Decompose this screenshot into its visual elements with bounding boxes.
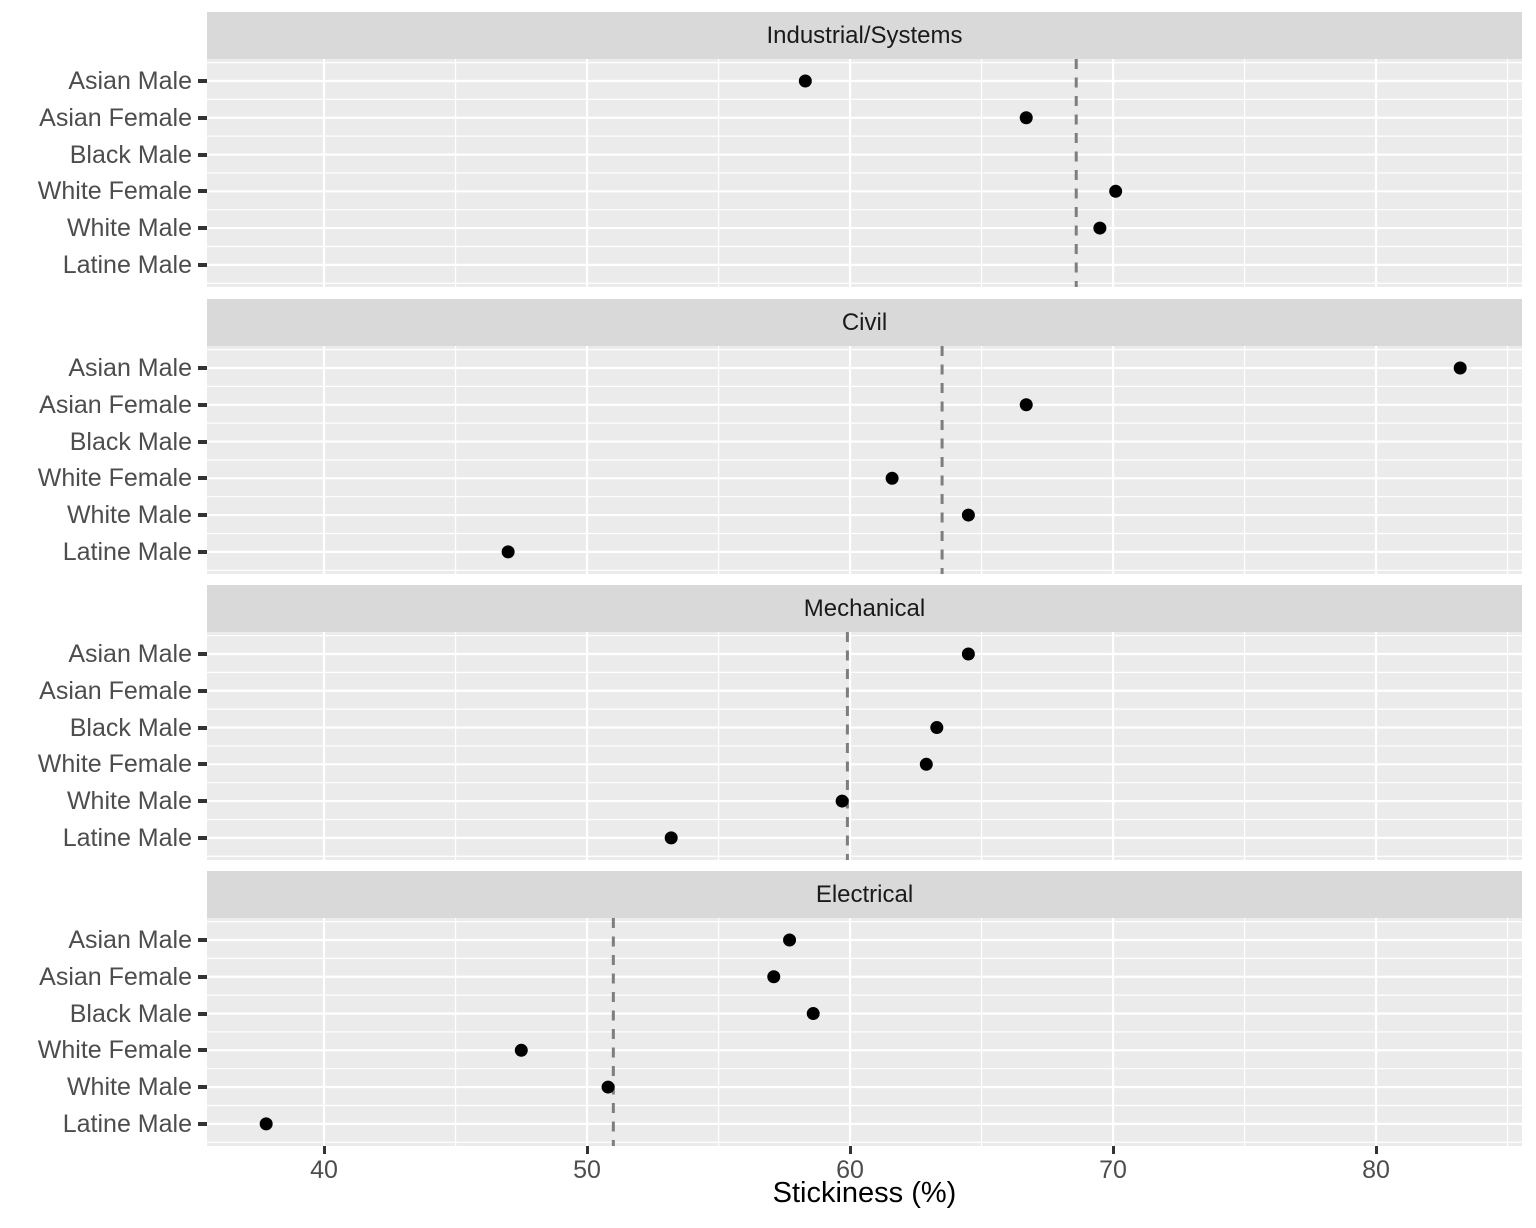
y-axis-label: Black Male bbox=[69, 999, 192, 1028]
data-point bbox=[501, 545, 515, 559]
y-axis-label: Asian Male bbox=[68, 354, 192, 382]
y-axis-label: White Female bbox=[37, 464, 192, 493]
y-axis-label: Latine Male bbox=[62, 250, 192, 279]
data-point bbox=[259, 1117, 273, 1131]
plot-panel bbox=[207, 59, 1522, 287]
data-point bbox=[919, 757, 933, 771]
data-point bbox=[783, 933, 797, 947]
y-tick-mark bbox=[198, 226, 207, 231]
y-tick-mark bbox=[198, 366, 207, 370]
plot-panel bbox=[207, 632, 1522, 860]
facet-industrial-systems: Industrial/Systems Asian Male Asian Femal… bbox=[0, 12, 1536, 287]
facet-strip: Mechanical bbox=[207, 585, 1522, 632]
x-tick-mark bbox=[1111, 1146, 1115, 1154]
y-tick-mark bbox=[198, 189, 207, 194]
data-point bbox=[601, 1080, 615, 1094]
y-axis-label: Asian Male bbox=[68, 67, 192, 95]
y-axis-label: Asian Female bbox=[39, 103, 192, 132]
x-tick-label: 80 bbox=[1362, 1156, 1390, 1184]
data-point bbox=[1019, 398, 1033, 412]
data-point bbox=[514, 1043, 528, 1057]
y-axis-label: White Male bbox=[66, 214, 192, 243]
y-tick-mark bbox=[198, 439, 207, 444]
y-axis-label: Asian Female bbox=[39, 676, 192, 705]
y-axis-label: Asian Female bbox=[39, 962, 192, 991]
y-tick-mark bbox=[198, 688, 207, 693]
y-axis-label: Asian Female bbox=[39, 390, 192, 419]
y-axis-label: White Female bbox=[37, 177, 192, 206]
y-tick-mark bbox=[198, 262, 207, 267]
plot-panel bbox=[207, 346, 1522, 574]
data-point bbox=[767, 970, 781, 984]
y-tick-mark bbox=[198, 652, 207, 656]
y-tick-mark bbox=[198, 835, 207, 840]
y-tick-mark bbox=[198, 513, 207, 518]
y-axis-label: Asian Male bbox=[68, 640, 192, 668]
y-tick-mark bbox=[198, 402, 207, 407]
y-tick-mark bbox=[198, 79, 207, 83]
x-tick-mark bbox=[1374, 1146, 1378, 1154]
data-point bbox=[1093, 221, 1107, 235]
y-axis-label: Asian Male bbox=[68, 926, 192, 954]
facet-title: Industrial/Systems bbox=[766, 21, 963, 49]
y-tick-mark bbox=[198, 1121, 207, 1126]
y-tick-mark bbox=[198, 1011, 207, 1016]
data-point bbox=[806, 1007, 820, 1021]
data-point bbox=[798, 74, 812, 88]
x-tick-mark bbox=[848, 1146, 852, 1154]
x-axis: 40 50 60 70 80 bbox=[0, 1146, 1536, 1196]
facet-strip: Industrial/Systems bbox=[207, 12, 1522, 59]
y-axis-label: Latine Male bbox=[62, 1109, 192, 1138]
facet-title: Mechanical bbox=[803, 594, 926, 622]
y-axis-label: Latine Male bbox=[62, 823, 192, 852]
y-tick-mark bbox=[198, 974, 207, 979]
x-tick-mark bbox=[585, 1146, 589, 1154]
y-axis-label: Black Male bbox=[69, 427, 192, 456]
x-axis-title: Stickiness (%) bbox=[772, 1177, 957, 1209]
data-point bbox=[835, 794, 849, 808]
data-point bbox=[885, 471, 899, 485]
data-point bbox=[1019, 111, 1033, 125]
y-tick-mark bbox=[198, 762, 207, 767]
y-tick-mark bbox=[198, 476, 207, 481]
facet-title: Civil bbox=[841, 308, 888, 336]
y-axis-label: Black Male bbox=[69, 713, 192, 742]
x-tick-label: 60 bbox=[836, 1156, 864, 1184]
y-axis-label: White Female bbox=[37, 750, 192, 779]
facet-mechanical: Mechanical Asian Male Asian Female Black M… bbox=[0, 585, 1536, 860]
facet-civil: Civil Asian Male Asian Female Black Male Wh… bbox=[0, 299, 1536, 574]
y-axis-label: White Male bbox=[66, 501, 192, 530]
y-tick-mark bbox=[198, 115, 207, 120]
facet-strip: Civil bbox=[207, 299, 1522, 346]
x-tick-label: 40 bbox=[310, 1156, 338, 1184]
facet-title: Electrical bbox=[815, 880, 914, 908]
y-tick-mark bbox=[198, 152, 207, 157]
y-axis-label: White Female bbox=[37, 1036, 192, 1065]
x-tick-mark bbox=[322, 1146, 326, 1154]
y-axis-label: White Male bbox=[66, 787, 192, 816]
data-point bbox=[961, 647, 975, 661]
data-point bbox=[664, 831, 678, 845]
x-tick-label: 50 bbox=[573, 1156, 601, 1184]
facet-strip: Electrical bbox=[207, 871, 1522, 918]
y-tick-mark bbox=[198, 938, 207, 942]
data-point bbox=[1453, 361, 1467, 375]
x-tick-label: 70 bbox=[1099, 1156, 1127, 1184]
y-axis-label: White Male bbox=[66, 1073, 192, 1102]
facet-electrical: Electrical Asian Male Asian Female Black M… bbox=[0, 871, 1536, 1146]
y-axis-label: Black Male bbox=[69, 140, 192, 169]
y-tick-mark bbox=[198, 1048, 207, 1053]
y-tick-mark bbox=[198, 549, 207, 554]
y-axis-label: Latine Male bbox=[62, 537, 192, 566]
y-tick-mark bbox=[198, 725, 207, 730]
y-tick-mark bbox=[198, 1085, 207, 1090]
data-point bbox=[1109, 184, 1123, 198]
data-point bbox=[961, 508, 975, 522]
data-point bbox=[930, 721, 944, 735]
y-tick-mark bbox=[198, 799, 207, 804]
plot-panel bbox=[207, 918, 1522, 1146]
